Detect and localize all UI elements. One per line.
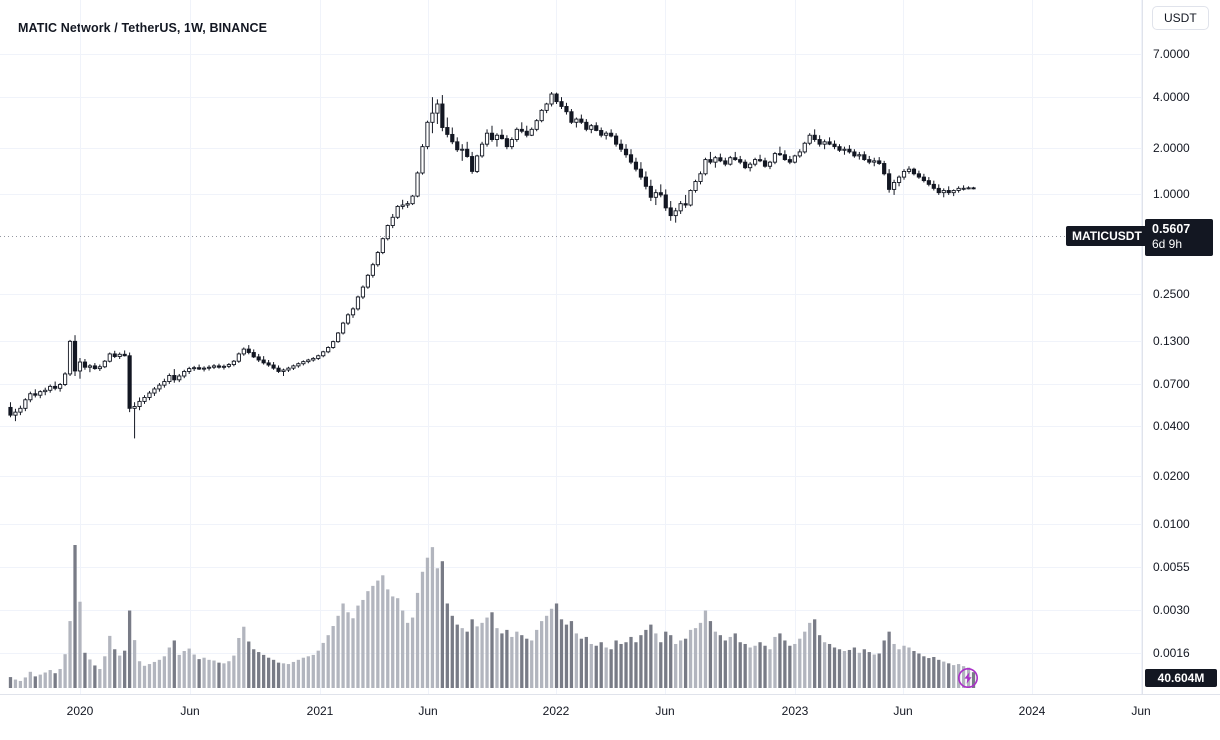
lightning-marker[interactable]	[957, 667, 979, 689]
time-tick: Jun	[655, 704, 675, 718]
time-tick: Jun	[418, 704, 438, 718]
last-price-value: 0.5607	[1152, 222, 1191, 236]
price-tick: 4.0000	[1153, 90, 1190, 104]
price-tick: 7.0000	[1153, 47, 1190, 61]
price-tick: 0.0200	[1153, 469, 1190, 483]
price-tick: 1.0000	[1153, 187, 1190, 201]
time-tick: Jun	[1131, 704, 1151, 718]
price-tick: 0.0100	[1153, 517, 1190, 531]
price-tick: 0.0055	[1153, 560, 1190, 574]
time-tick: 2023	[781, 704, 809, 718]
bar-countdown: 6d 9h	[1152, 237, 1183, 251]
time-tick: 2022	[542, 704, 570, 718]
price-tick: 0.2500	[1153, 287, 1190, 301]
chart-plot-area[interactable]	[0, 0, 1142, 694]
candlestick-series	[8, 92, 976, 439]
volume-histogram	[8, 545, 976, 688]
time-axis[interactable]: 2020 Jun 2021 Jun 2022 Jun 2023 Jun 2024 Jun	[0, 694, 1220, 740]
time-tick: 2020	[66, 704, 94, 718]
price-axis[interactable]: USDT 7.0000 4.0000 2.0000 1.0000 0.2500 0.130…	[1142, 0, 1220, 694]
symbol-tag: MATICUSDT	[1066, 226, 1148, 246]
time-tick: 2021	[306, 704, 334, 718]
currency-badge[interactable]: USDT	[1152, 6, 1209, 30]
price-tick: 0.0030	[1153, 603, 1190, 617]
time-tick: 2024	[1018, 704, 1046, 718]
volume-value-badge: 40.604M	[1145, 669, 1217, 687]
grid-lines	[0, 0, 1142, 694]
price-tick: 0.0400	[1153, 419, 1190, 433]
lightning-bolt-icon	[958, 668, 978, 688]
chart-canvas	[0, 0, 1142, 694]
last-price-badge[interactable]: 0.5607 6d 9h	[1145, 219, 1213, 256]
price-tick: 2.0000	[1153, 141, 1190, 155]
price-tick: 0.0700	[1153, 377, 1190, 391]
time-tick: Jun	[180, 704, 200, 718]
price-tick: 0.0016	[1153, 646, 1190, 660]
price-tick: 0.1300	[1153, 334, 1190, 348]
time-tick: Jun	[893, 704, 913, 718]
